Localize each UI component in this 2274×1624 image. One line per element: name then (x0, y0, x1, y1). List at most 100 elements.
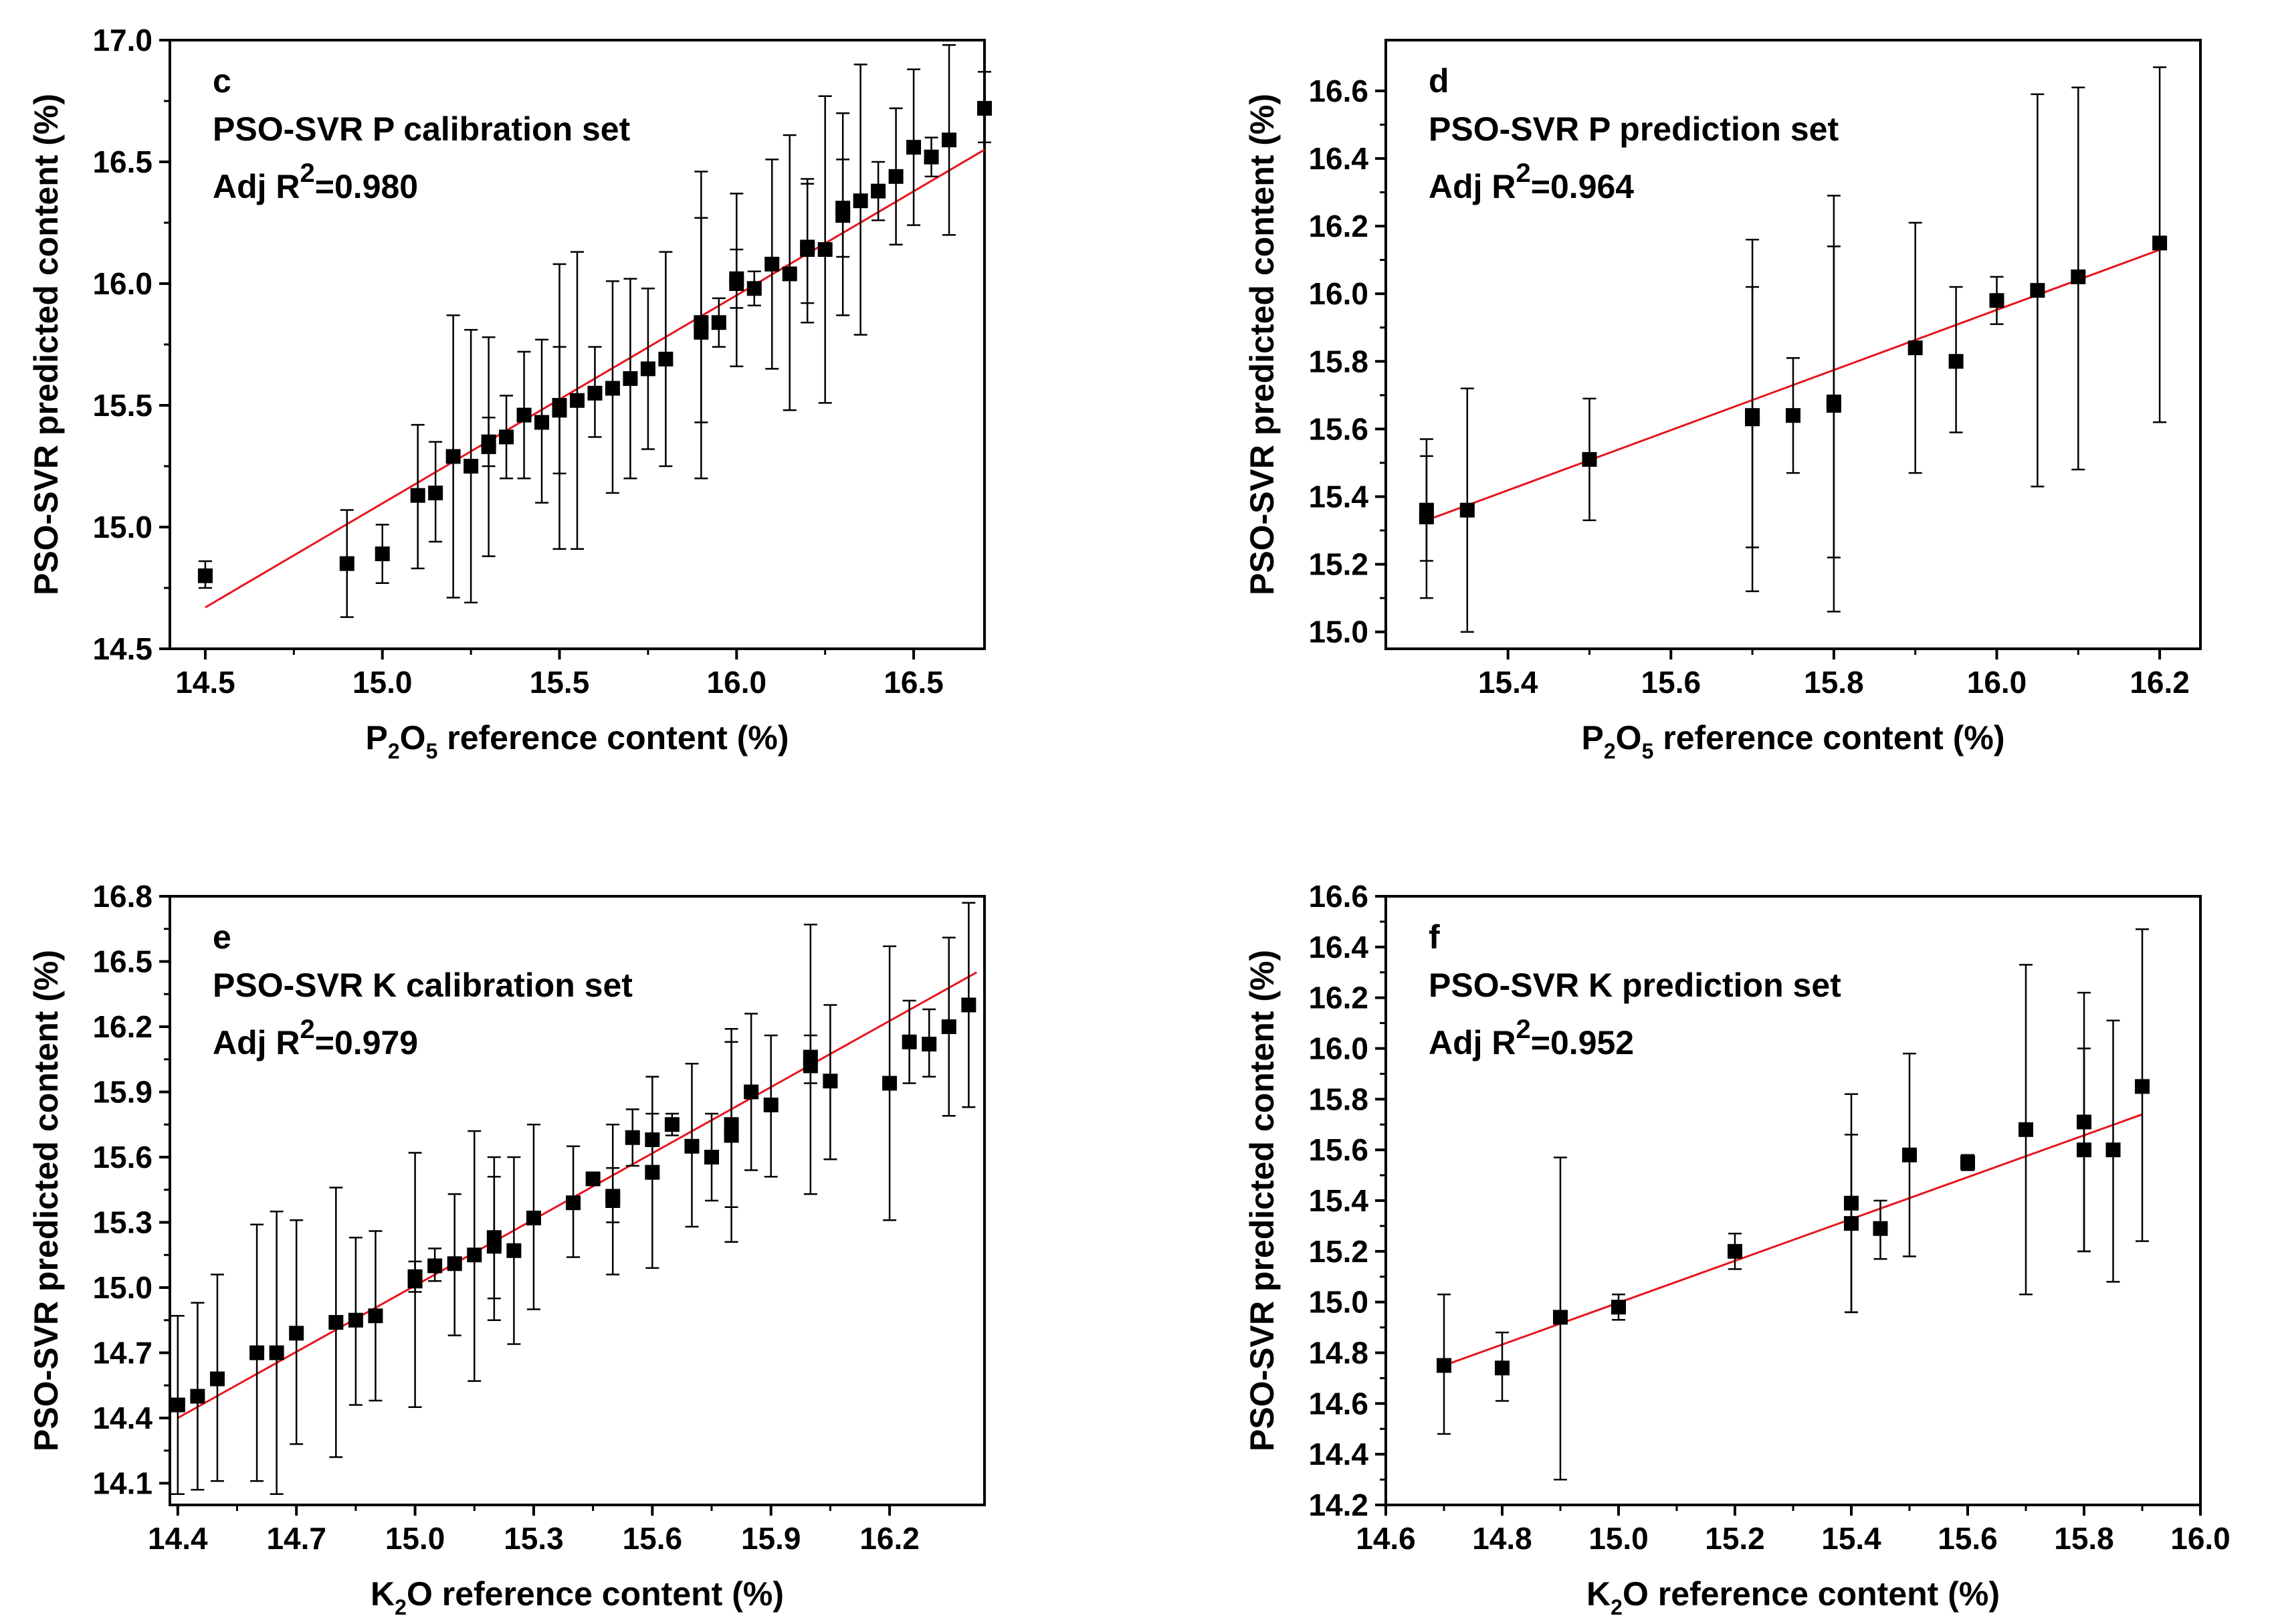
data-point (1960, 1155, 1975, 1171)
y-tick-label: 16.8 (92, 879, 152, 914)
adj-r2-value: =0.980 (315, 168, 418, 205)
data-point (605, 381, 620, 396)
x-label-element: K (371, 1575, 395, 1613)
y-tick-label: 16.2 (92, 1009, 152, 1044)
data-point (711, 315, 726, 330)
data-point (729, 271, 744, 286)
data-point (410, 488, 425, 503)
data-point (961, 997, 976, 1013)
panel-label: f (1429, 918, 1440, 956)
data-point (605, 1189, 621, 1204)
data-point (1553, 1310, 1568, 1325)
data-point (1728, 1243, 1742, 1259)
y-tick-label: 16.0 (1308, 1031, 1368, 1066)
x-tick-label: 16.2 (859, 1521, 920, 1556)
data-point (481, 434, 496, 449)
x-axis-label: K2O reference content (%) (1586, 1575, 2000, 1619)
y-tick-label: 14.4 (92, 1401, 152, 1435)
data-point (658, 351, 674, 367)
data-point (1459, 502, 1475, 518)
x-tick-label: 15.3 (504, 1521, 564, 1556)
data-point (1786, 408, 1800, 423)
y-axis-label: PSO-SVR predicted content (%) (27, 94, 65, 595)
chart-e: 14.4 14.7 15.0 15.3 15.6 15.9 16.2 14.1 14.4 14.7… (27, 879, 986, 1619)
panel-label: d (1429, 62, 1449, 100)
data-point (197, 568, 213, 583)
adj-r2-prefix: Adj R (213, 1024, 300, 1061)
y-tick-label: 14.8 (1308, 1336, 1368, 1371)
adj-r2-annotation: Adj R2=0.979 (213, 1015, 418, 1061)
data-point (328, 1315, 344, 1330)
y-tick-label: 16.0 (92, 266, 152, 301)
panel-title: PSO-SVR P prediction set (1429, 110, 1839, 148)
data-point (269, 1345, 284, 1360)
x-tick-label: 14.8 (1472, 1521, 1532, 1556)
data-point (427, 1258, 443, 1274)
x-tick-label: 15.0 (352, 665, 413, 700)
x-label-subscript: 2 (1611, 1595, 1623, 1619)
data-point (585, 1171, 601, 1187)
panel-title: PSO-SVR P calibration set (213, 110, 631, 148)
data-point (190, 1389, 205, 1404)
x-tick-label: 15.2 (1705, 1521, 1765, 1556)
y-tick-label: 14.1 (92, 1466, 152, 1501)
data-point (800, 242, 815, 258)
y-tick-label: 15.9 (92, 1075, 152, 1110)
y-tick-label: 16.5 (92, 144, 152, 179)
y-tick-label: 15.6 (1308, 1132, 1368, 1167)
data-point (902, 1034, 917, 1049)
x-tick-label: 15.5 (530, 665, 590, 700)
data-point (746, 281, 762, 296)
data-point (428, 486, 443, 501)
data-point (348, 1312, 363, 1328)
data-point (744, 1084, 759, 1100)
x-label-subscript: 5 (1642, 739, 1654, 763)
data-point (566, 1195, 581, 1211)
y-tick-label: 15.2 (1308, 547, 1368, 582)
data-point (570, 393, 585, 408)
y-tick-label: 17.0 (92, 23, 152, 58)
data-point (368, 1308, 383, 1324)
data-point (526, 1211, 541, 1225)
data-point (625, 1130, 640, 1145)
x-label-oxygen: O (1616, 719, 1642, 756)
x-label-subscript: 2 (388, 739, 400, 763)
y-tick-label: 16.2 (1308, 981, 1368, 1015)
data-point (2030, 283, 2045, 298)
x-label-text: reference content (%) (1653, 719, 2004, 756)
y-tick-label: 14.2 (1308, 1488, 1368, 1522)
x-tick-label: 15.6 (1938, 1521, 1998, 1556)
x-label-oxygen: O (407, 1575, 433, 1613)
data-point (463, 459, 479, 474)
x-tick-label: 16.5 (884, 665, 944, 700)
data-point (209, 1371, 225, 1387)
data-point (1437, 1358, 1451, 1373)
data-point (803, 1049, 818, 1065)
panel-title: PSO-SVR K calibration set (213, 967, 633, 1004)
y-tick-label: 15.3 (92, 1205, 152, 1240)
adj-r2-superscript: 2 (1516, 1015, 1531, 1044)
data-point (516, 407, 532, 423)
chart-f: 14.6 14.8 15.0 15.2 15.4 15.6 15.8 16.0 14.2 14.4… (1243, 879, 2231, 1619)
data-point (2071, 269, 2086, 284)
x-tick-label: 14.6 (1356, 1521, 1416, 1556)
data-point (645, 1132, 660, 1147)
data-point (2105, 1142, 2121, 1158)
data-point (1902, 1147, 1917, 1162)
x-tick-label: 15.4 (1821, 1521, 1881, 1556)
panel-title: PSO-SVR K prediction set (1429, 967, 1841, 1004)
x-label-oxygen: O (1623, 1575, 1649, 1613)
x-label-text: reference content (%) (433, 1575, 784, 1613)
x-tick-label: 16.2 (2130, 665, 2190, 700)
fit-line (1443, 1113, 2143, 1366)
adj-r2-annotation: Adj R2=0.980 (213, 159, 418, 205)
data-point (339, 556, 354, 571)
data-point (817, 242, 833, 258)
x-label-text: reference content (%) (1649, 1575, 2000, 1613)
data-point (1948, 354, 1964, 369)
y-tick-label: 14.7 (92, 1336, 152, 1371)
y-tick-label: 15.8 (1308, 1082, 1368, 1116)
data-point (640, 361, 655, 377)
data-point (506, 1243, 522, 1258)
